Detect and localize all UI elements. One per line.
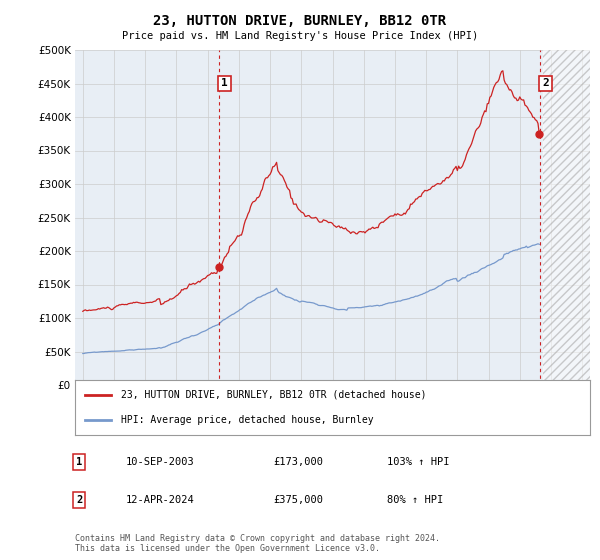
Text: £375,000: £375,000	[273, 495, 323, 505]
Text: 23, HUTTON DRIVE, BURNLEY, BB12 0TR: 23, HUTTON DRIVE, BURNLEY, BB12 0TR	[154, 14, 446, 28]
Text: 80% ↑ HPI: 80% ↑ HPI	[387, 495, 443, 505]
Text: 103% ↑ HPI: 103% ↑ HPI	[387, 457, 449, 467]
Text: 1: 1	[221, 78, 228, 88]
Text: 2: 2	[76, 495, 82, 505]
Bar	[543, 50, 590, 385]
Text: HPI: Average price, detached house, Burnley: HPI: Average price, detached house, Burn…	[121, 415, 374, 425]
Text: 10-SEP-2003: 10-SEP-2003	[126, 457, 195, 467]
Text: Price paid vs. HM Land Registry's House Price Index (HPI): Price paid vs. HM Land Registry's House …	[122, 31, 478, 41]
Text: 2: 2	[542, 78, 549, 88]
Text: Contains HM Land Registry data © Crown copyright and database right 2024.
This d: Contains HM Land Registry data © Crown c…	[75, 534, 440, 553]
Text: 1: 1	[76, 457, 82, 467]
Bar	[543, 50, 590, 385]
Text: £173,000: £173,000	[273, 457, 323, 467]
Text: 12-APR-2024: 12-APR-2024	[126, 495, 195, 505]
Text: 23, HUTTON DRIVE, BURNLEY, BB12 0TR (detached house): 23, HUTTON DRIVE, BURNLEY, BB12 0TR (det…	[121, 390, 427, 400]
